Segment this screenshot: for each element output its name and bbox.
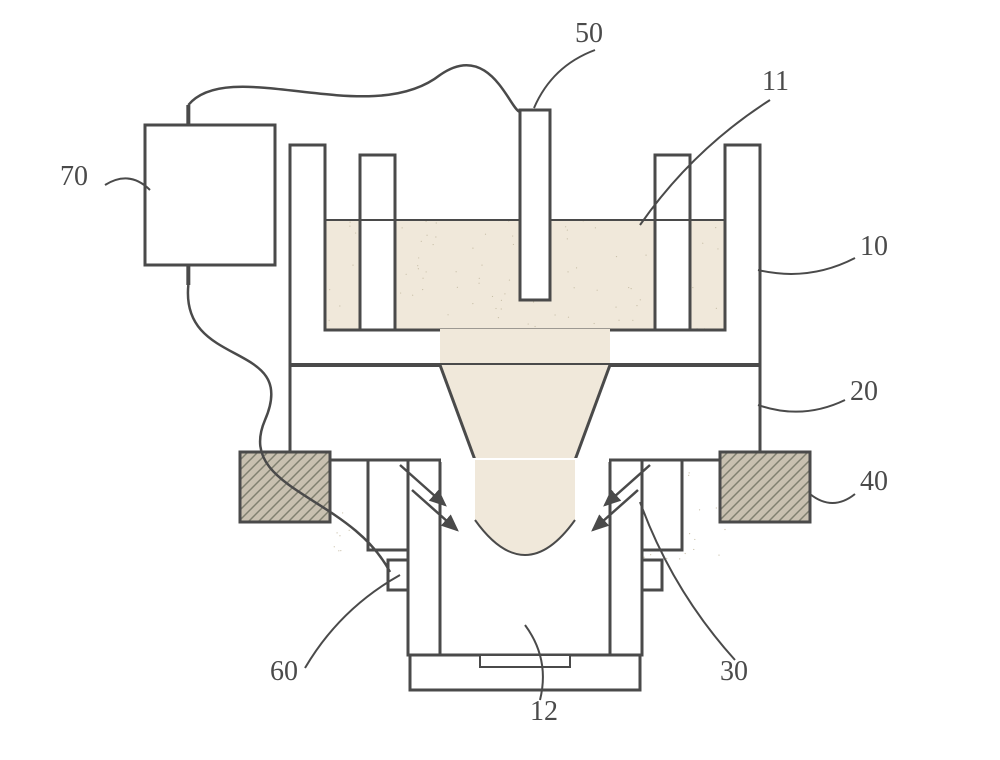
- leader-60: [305, 575, 400, 668]
- support-bar-right: [720, 452, 810, 522]
- leader-20: [758, 400, 845, 412]
- label-12: 12: [530, 696, 558, 727]
- leader-50: [534, 50, 595, 108]
- label-11: 11: [762, 66, 789, 97]
- label-70: 70: [60, 161, 88, 192]
- support-bar-left: [240, 452, 330, 522]
- lug-right: [642, 560, 662, 590]
- gas-ring-right: [642, 460, 682, 550]
- gas-ring-left: [368, 460, 408, 550]
- crucible-inner-ridge-right: [655, 155, 690, 330]
- technical-cross-section-diagram: 50 11 70 10 20 40 60 12 30: [0, 0, 1000, 760]
- label-50: 50: [575, 18, 603, 49]
- leader-40: [810, 494, 855, 503]
- label-20: 20: [850, 376, 878, 407]
- label-60: 60: [270, 656, 298, 687]
- leader-10: [758, 258, 855, 274]
- wire-top: [188, 65, 520, 112]
- label-40: 40: [860, 466, 888, 497]
- electrode: [520, 110, 550, 300]
- crucible-inner-ridge-left: [360, 155, 395, 330]
- label-10: 10: [860, 231, 888, 262]
- leader-70: [105, 178, 150, 190]
- power-supply: [145, 125, 275, 265]
- label-30: 30: [720, 656, 748, 687]
